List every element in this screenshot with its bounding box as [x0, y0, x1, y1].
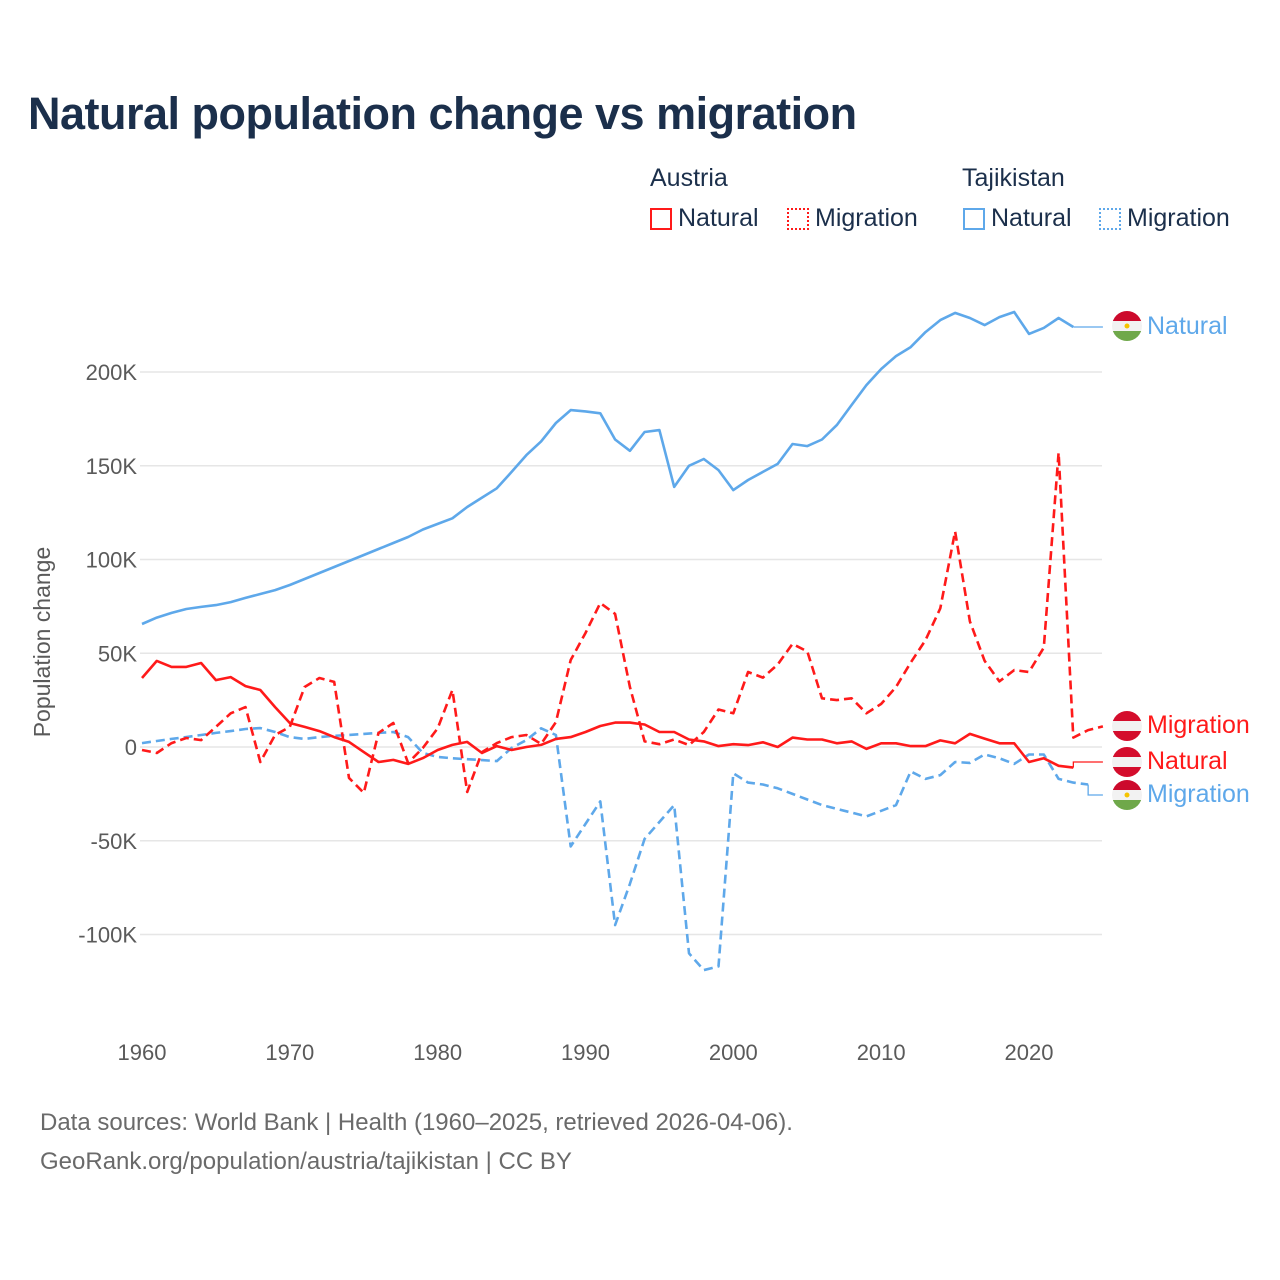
x-tick-label: 2020 — [1005, 1040, 1054, 1065]
flag-tajikistan-icon — [1112, 311, 1142, 341]
x-tick-label: 1990 — [561, 1040, 610, 1065]
solid-swatch-icon — [650, 207, 672, 230]
y-tick-label: 200K — [86, 360, 138, 385]
legend-tajikistan-natural[interactable]: Natural — [963, 204, 1072, 233]
source-line-2[interactable]: GeoRank.org/population/austria/tajikista… — [40, 1148, 572, 1175]
legend-label: Natural — [678, 204, 759, 232]
x-tick-label: 1970 — [265, 1040, 314, 1065]
end-label-austria-natural: Natural — [1147, 747, 1228, 775]
y-tick-label: 150K — [86, 454, 138, 479]
series-line-austria-migration — [141, 451, 1104, 795]
legend-label: Natural — [991, 204, 1072, 232]
legend-group-austria: Austria — [650, 164, 728, 192]
series-extension-austria-natural — [1072, 761, 1103, 768]
dotted-swatch-icon — [1099, 207, 1121, 230]
end-label-tajikistan-natural: Natural — [1147, 312, 1228, 340]
source-line-1: Data sources: World Bank | Health (1960–… — [40, 1109, 793, 1136]
y-tick-label: -50K — [91, 829, 138, 854]
x-tick-label: 1980 — [413, 1040, 462, 1065]
y-tick-label: -100K — [78, 923, 137, 948]
legend-group-tajikistan: Tajikistan — [962, 164, 1065, 192]
flag-tajikistan-icon — [1112, 780, 1142, 810]
y-axis-label: Population change — [29, 547, 55, 738]
series-extension-tajikistan-migration — [1087, 784, 1103, 796]
solid-swatch-icon — [963, 207, 985, 230]
chart-title: Natural population change vs migration — [28, 88, 857, 139]
x-tick-label: 2000 — [709, 1040, 758, 1065]
end-label-tajikistan-migration: Migration — [1147, 780, 1250, 808]
legend-label: Migration — [815, 204, 918, 232]
y-tick-label: 0 — [125, 735, 137, 760]
series-line-tajikistan-migration — [141, 726, 1089, 972]
legend-tajikistan-migration[interactable]: Migration — [1099, 204, 1230, 233]
legend-label: Migration — [1127, 204, 1230, 232]
y-tick-label: 100K — [86, 548, 138, 573]
y-tick-label: 50K — [98, 641, 137, 666]
flag-austria-icon — [1112, 747, 1142, 777]
series-line-tajikistan-natural — [141, 310, 1074, 626]
end-label-austria-migration: Migration — [1147, 711, 1250, 739]
x-tick-label: 1960 — [118, 1040, 167, 1065]
flag-austria-icon — [1112, 711, 1142, 741]
dotted-swatch-icon — [787, 207, 809, 230]
x-tick-label: 2010 — [857, 1040, 906, 1065]
legend-austria-migration[interactable]: Migration — [787, 204, 918, 233]
series-line-austria-natural — [141, 659, 1074, 769]
legend-austria-natural[interactable]: Natural — [650, 204, 759, 233]
